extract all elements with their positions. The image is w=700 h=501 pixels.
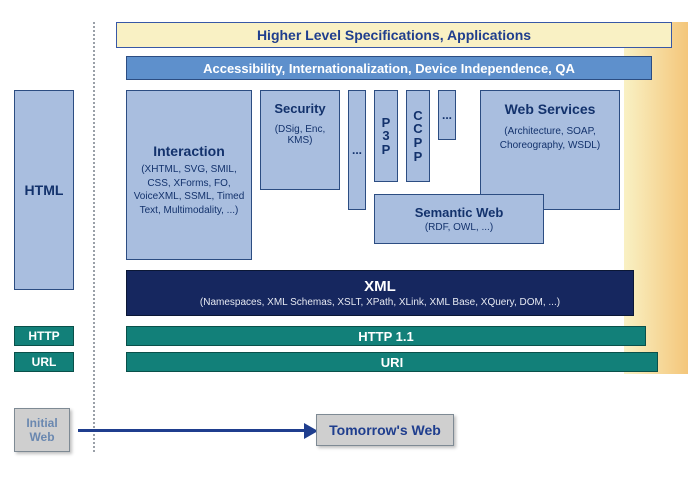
xml-title: XML xyxy=(364,278,396,295)
interaction-box: Interaction (XHTML, SVG, SMIL, CSS, XFor… xyxy=(126,90,252,260)
tomorrows-web-label: Tomorrow's Web xyxy=(316,414,454,446)
security-title: Security xyxy=(274,101,325,116)
xml-sub: (Namespaces, XML Schemas, XSLT, XPath, X… xyxy=(200,297,560,308)
p3p-box: P3P xyxy=(374,90,398,182)
security-box: Security (DSig, Enc, KMS) xyxy=(260,90,340,190)
interaction-sub: (XHTML, SVG, SMIL, CSS, XForms, FO, Voic… xyxy=(127,163,251,217)
arrow-line xyxy=(78,429,306,432)
semantic-web-sub: (RDF, OWL, ...) xyxy=(425,222,493,233)
legacy-url-box: URL xyxy=(14,352,74,372)
xml-box: XML (Namespaces, XML Schemas, XSLT, XPat… xyxy=(126,270,634,316)
semantic-web-box: Semantic Web (RDF, OWL, ...) xyxy=(374,194,544,244)
uri-box: URI xyxy=(126,352,658,372)
ellipsis-box-2: ... xyxy=(438,90,456,140)
legacy-http-box: HTTP xyxy=(14,326,74,346)
web-services-sub: (Architecture, SOAP, Choreography, WSDL) xyxy=(481,125,619,152)
ccpp-box: CCPP xyxy=(406,90,430,182)
semantic-web-title: Semantic Web xyxy=(415,205,504,220)
initial-web-label: Initial Web xyxy=(14,408,70,452)
higher-level-bar: Higher Level Specifications, Application… xyxy=(116,22,672,48)
interaction-title: Interaction xyxy=(153,143,225,159)
legacy-html-box: HTML xyxy=(14,90,74,290)
security-sub: (DSig, Enc, KMS) xyxy=(261,124,339,146)
ellipsis-box-1: ... xyxy=(348,90,366,210)
diagram-canvas: HTML HTTP URL Higher Level Specification… xyxy=(0,0,700,501)
web-services-title: Web Services xyxy=(505,101,596,117)
vertical-divider xyxy=(93,22,95,452)
accessibility-bar: Accessibility, Internationalization, Dev… xyxy=(126,56,652,80)
http11-box: HTTP 1.1 xyxy=(126,326,646,346)
web-services-box: Web Services (Architecture, SOAP, Choreo… xyxy=(480,90,620,210)
